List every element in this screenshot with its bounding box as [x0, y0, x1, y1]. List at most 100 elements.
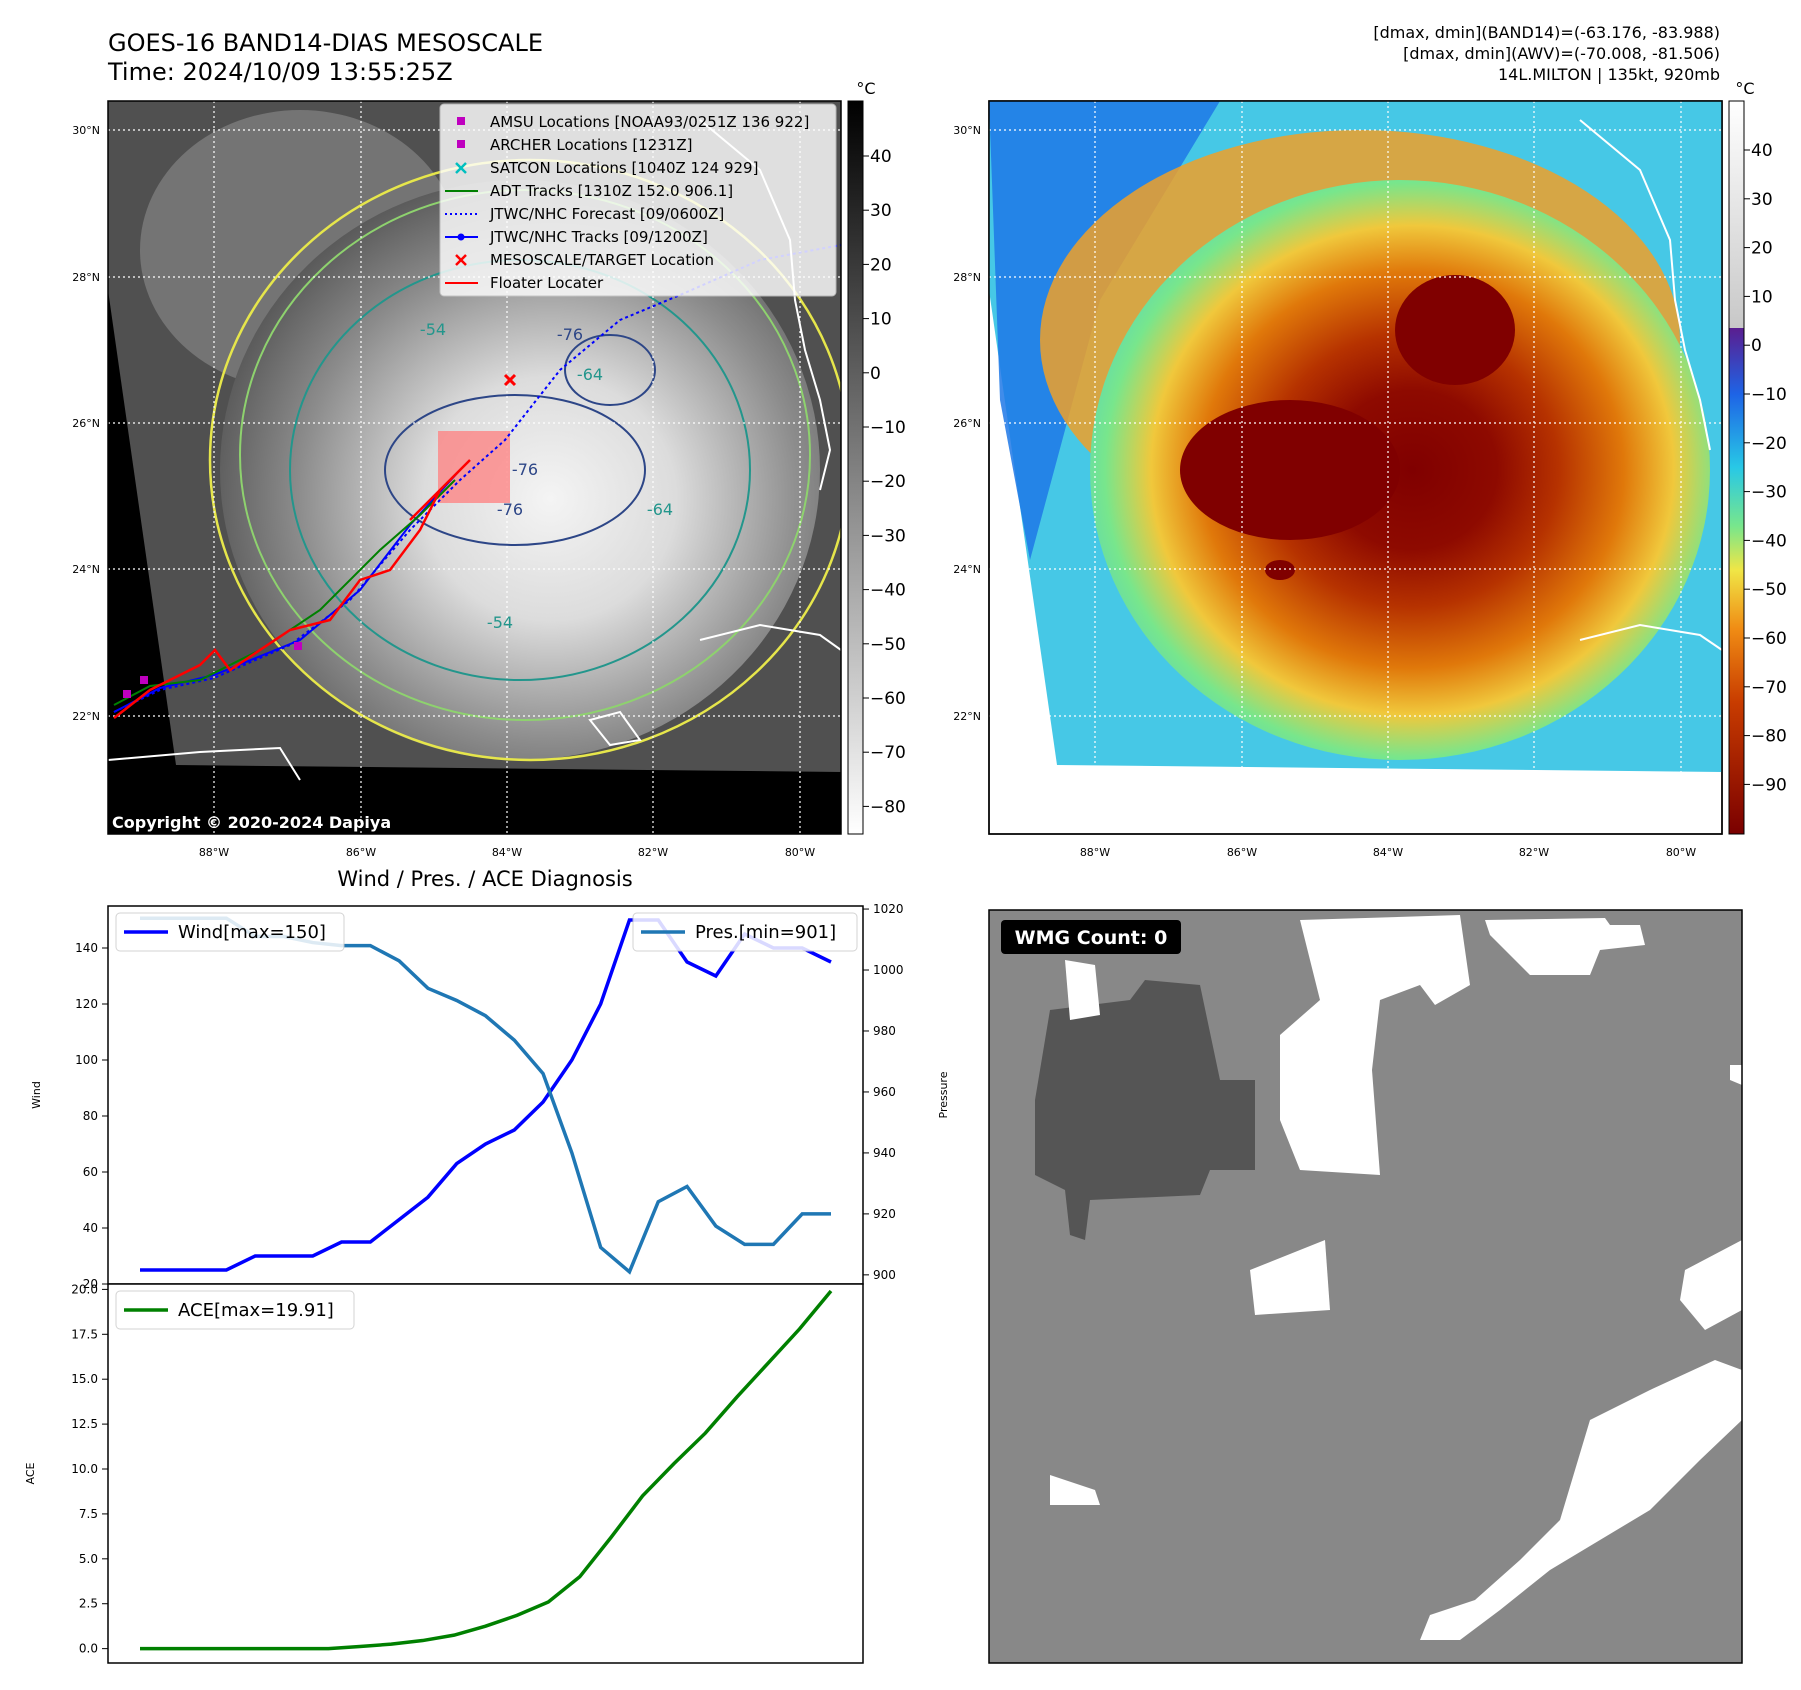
wmg-white-regions — [1050, 915, 1742, 1640]
ace-ytick: 17.5 — [71, 1327, 98, 1341]
wind-ytick: 80 — [83, 1109, 98, 1123]
forecast-track — [113, 244, 841, 713]
ace-ytick: 5.0 — [79, 1552, 98, 1566]
pressure-legend-label: Pres.[min=901] — [695, 922, 836, 943]
colorbar1-tick: −70 — [870, 743, 906, 763]
map2-panel: 30°N 28°N 26°N 24°N 22°N 88°W 86°W 84°W … — [953, 100, 1723, 859]
map1-panel: -54 -76 -64 -76 -76 -54 -64 AMSU Locatio… — [72, 100, 842, 859]
legend-floater: Floater Locater — [490, 274, 604, 292]
contour-label: -76 — [512, 460, 538, 479]
map2-lon-label: 88°W — [1080, 846, 1110, 859]
colorbar1-tick: −80 — [870, 797, 906, 817]
colorbar1-tick: −50 — [870, 635, 906, 655]
map1-lat-label: 22°N — [72, 710, 100, 723]
info-storm: 14L.MILTON | 135kt, 920mb — [1498, 65, 1720, 84]
target-marker — [503, 373, 517, 387]
legend-jtwc-tracks: JTWC/NHC Tracks [09/1200Z] — [489, 228, 708, 246]
ace-series-line — [140, 1289, 833, 1651]
ace-legend-label: ACE[max=19.91] — [178, 1300, 334, 1321]
wind-series-line — [140, 918, 832, 1272]
ace-axes-frame — [107, 1283, 864, 1664]
colorbar1-tick: −20 — [870, 472, 906, 492]
wmg-panel: WMG Count: 0 — [988, 909, 1743, 1664]
pressure-ytick: 960 — [873, 1085, 896, 1099]
colorbar1-unit: °C — [856, 79, 875, 98]
map1-lat-label: 26°N — [72, 417, 100, 430]
wind-ytick: 140 — [75, 941, 98, 955]
floater-track — [113, 459, 471, 719]
map1-lat-label: 30°N — [72, 124, 100, 137]
map1-lat-label: 24°N — [72, 563, 100, 576]
map2-lat-label: 24°N — [953, 563, 981, 576]
colorbar2-tick: 40 — [1751, 141, 1773, 161]
ace-ytick: 12.5 — [71, 1417, 98, 1431]
colorbar1-tick: 10 — [870, 310, 892, 330]
map1-lon-label: 86°W — [346, 846, 376, 859]
pressure-ytick: 920 — [873, 1207, 896, 1221]
contour-label: -64 — [647, 500, 673, 519]
map2-gridlines — [989, 101, 1722, 834]
ace-ytick: 10.0 — [71, 1462, 98, 1476]
map1-colorbar: °C 40 30 20 10 0 −10 −20 −30 −40 −50 −60 −70 −80 — [847, 79, 906, 835]
colorbar1-tick: 40 — [870, 147, 892, 167]
colorbar2-tick: 0 — [1751, 336, 1762, 356]
map2-lon-label: 80°W — [1666, 846, 1696, 859]
diagnosis-title: Wind / Pres. / ACE Diagnosis — [337, 867, 632, 891]
copyright-label: Copyright © 2020-2024 Dapiya — [112, 813, 391, 832]
contour-label: -64 — [577, 365, 603, 384]
colorbar1-tick: −10 — [870, 418, 906, 438]
figure-title: GOES-16 BAND14-DIAS MESOSCALE — [108, 29, 543, 57]
pressure-legend: Pres.[min=901] — [632, 912, 858, 952]
pressure-ytick: 980 — [873, 1024, 896, 1038]
legend-target: MESOSCALE/TARGET Location — [490, 251, 714, 269]
map2-lat-label: 30°N — [953, 124, 981, 137]
map2-lat-label: 26°N — [953, 417, 981, 430]
contour-label: -76 — [497, 500, 523, 519]
map2-colorbar: °C 40 30 20 10 0 −10 −20 −30 −40 −50 −60 −70 −80 −90 — [1728, 79, 1787, 835]
wind-ylabel: Wind — [30, 1081, 43, 1109]
colorbar2-tick: −40 — [1751, 531, 1787, 551]
ace-legend: ACE[max=19.91] — [115, 1290, 355, 1330]
contour-label: -54 — [487, 613, 513, 632]
info-band14: [dmax, dmin](BAND14)=(-63.176, -83.988) — [1373, 23, 1720, 42]
wind-ytick: 100 — [75, 1053, 98, 1067]
colorbar2-tick: −30 — [1751, 483, 1787, 503]
ace-chart: 0.0 2.5 5.0 7.5 10.0 12.5 15.0 17.5 20.0 ACE ACE[m… — [24, 1282, 864, 1664]
colorbar2-tick: −60 — [1751, 629, 1787, 649]
wind-ytick: 20 — [83, 1277, 98, 1291]
wmg-dark-region — [1035, 980, 1255, 1240]
ace-ylabel: ACE — [24, 1462, 37, 1484]
map1-storm-cloud — [220, 180, 820, 760]
map1-lon-label: 88°W — [199, 846, 229, 859]
colorbar2-unit: °C — [1735, 79, 1754, 98]
colorbar1-tick: −30 — [870, 526, 906, 546]
wind-ytick: 60 — [83, 1165, 98, 1179]
map2-lat-label: 28°N — [953, 271, 981, 284]
colorbar1-tick: 20 — [870, 255, 892, 275]
map2-lon-label: 82°W — [1519, 846, 1549, 859]
colorbar2-tick: −70 — [1751, 678, 1787, 698]
ace-ytick: 7.5 — [79, 1507, 98, 1521]
colorbar1-tick: −60 — [870, 689, 906, 709]
map1-lon-label: 84°W — [492, 846, 522, 859]
wmg-count-label: WMG Count: 0 — [1015, 927, 1168, 949]
wind-axes-frame — [107, 905, 864, 1285]
wind-ytick: 120 — [75, 997, 98, 1011]
colorbar2-tick: −20 — [1751, 434, 1787, 454]
pressure-ytick: 1020 — [873, 902, 904, 916]
ace-ytick: 2.5 — [79, 1597, 98, 1611]
map1-lon-label: 82°W — [638, 846, 668, 859]
map1-lat-label: 28°N — [72, 271, 100, 284]
map2-lon-label: 84°W — [1373, 846, 1403, 859]
contour-label: -54 — [420, 320, 446, 339]
wind-ytick: 40 — [83, 1221, 98, 1235]
legend-adt: ADT Tracks [1310Z 152.0 906.1] — [490, 182, 733, 200]
colorbar2-tick: 30 — [1751, 190, 1773, 210]
info-awv: [dmax, dmin](AWV)=(-70.008, -81.506) — [1403, 44, 1720, 63]
colorbar2-tick: −80 — [1751, 727, 1787, 747]
colorbar2-tick: −90 — [1751, 775, 1787, 795]
colorbar1-tick: 30 — [870, 201, 892, 221]
wind-legend-label: Wind[max=150] — [178, 922, 326, 943]
pressure-ytick: 940 — [873, 1146, 896, 1160]
